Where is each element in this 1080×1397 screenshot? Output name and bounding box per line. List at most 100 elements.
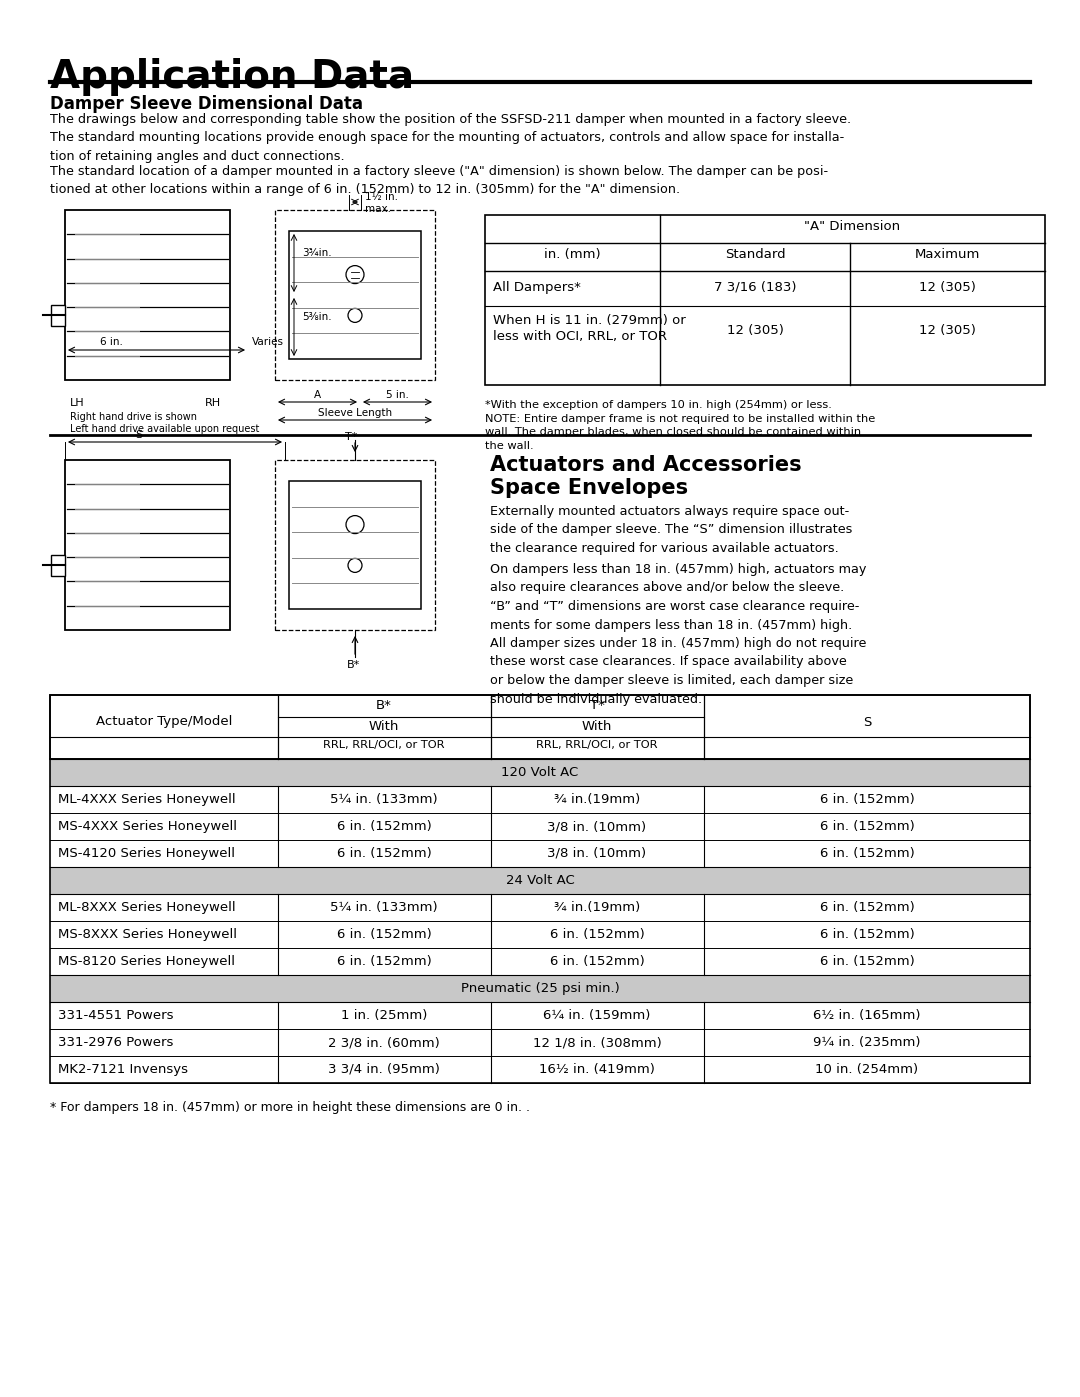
Bar xyxy=(51,305,65,326)
Text: T*: T* xyxy=(345,432,357,441)
Text: On dampers less than 18 in. (457mm) high, actuators may
also require clearances : On dampers less than 18 in. (457mm) high… xyxy=(490,563,866,705)
Circle shape xyxy=(346,265,364,284)
Bar xyxy=(275,460,435,630)
Text: Sleeve Length: Sleeve Length xyxy=(318,408,392,418)
Text: 3 3/4 in. (95mm): 3 3/4 in. (95mm) xyxy=(328,1063,440,1076)
Text: ¾ in.(19mm): ¾ in.(19mm) xyxy=(554,793,640,806)
Text: MS-4120 Series Honeywell: MS-4120 Series Honeywell xyxy=(58,847,235,861)
Text: 1½ in.: 1½ in. xyxy=(365,191,399,203)
Text: RRL, RRL/OCI, or TOR: RRL, RRL/OCI, or TOR xyxy=(323,740,445,750)
Text: 10 in. (254mm): 10 in. (254mm) xyxy=(815,1063,919,1076)
Text: 6 in. (152mm): 6 in. (152mm) xyxy=(337,820,431,833)
Text: The drawings below and corresponding table show the position of the SSFSD-211 da: The drawings below and corresponding tab… xyxy=(50,113,851,163)
Text: 120 Volt AC: 120 Volt AC xyxy=(501,766,579,780)
Bar xyxy=(65,460,230,630)
Text: "A" Dimension: "A" Dimension xyxy=(804,219,900,233)
Text: Left hand drive available upon request: Left hand drive available upon request xyxy=(70,425,259,434)
Text: 9¼ in. (235mm): 9¼ in. (235mm) xyxy=(813,1037,921,1049)
Text: 6 in. (152mm): 6 in. (152mm) xyxy=(337,847,431,861)
Text: Actuators and Accessories: Actuators and Accessories xyxy=(490,455,801,475)
Text: 6 in. (152mm): 6 in. (152mm) xyxy=(820,847,915,861)
Bar xyxy=(485,215,1045,386)
Text: 24 Volt AC: 24 Volt AC xyxy=(505,875,575,887)
Text: Pneumatic (25 psi min.): Pneumatic (25 psi min.) xyxy=(461,982,619,995)
Text: 12 (305): 12 (305) xyxy=(727,324,783,337)
Text: The standard location of a damper mounted in a factory sleeve ("A" dimension) is: The standard location of a damper mounte… xyxy=(50,165,828,197)
Text: 3/8 in. (10mm): 3/8 in. (10mm) xyxy=(548,847,647,861)
Circle shape xyxy=(346,515,364,534)
Text: ¾ in.(19mm): ¾ in.(19mm) xyxy=(554,901,640,914)
Text: 3/8 in. (10mm): 3/8 in. (10mm) xyxy=(548,820,647,833)
Text: T*: T* xyxy=(590,698,605,712)
Text: When H is 11 in. (279mm) or: When H is 11 in. (279mm) or xyxy=(492,314,686,327)
Text: 5⅜in.: 5⅜in. xyxy=(302,313,332,323)
Text: 6¼ in. (159mm): 6¼ in. (159mm) xyxy=(543,1009,650,1023)
Bar xyxy=(51,555,65,576)
Text: Externally mounted actuators always require space out-
side of the damper sleeve: Externally mounted actuators always requ… xyxy=(490,504,852,555)
Text: 331-2976 Powers: 331-2976 Powers xyxy=(58,1037,174,1049)
Text: With: With xyxy=(368,719,400,733)
Text: 6 in. (152mm): 6 in. (152mm) xyxy=(820,793,915,806)
Text: 6 in. (152mm): 6 in. (152mm) xyxy=(337,928,431,942)
Text: 5¼ in. (133mm): 5¼ in. (133mm) xyxy=(330,793,437,806)
Text: 6 in. (152mm): 6 in. (152mm) xyxy=(550,956,645,968)
Circle shape xyxy=(348,309,362,323)
Text: ML-8XXX Series Honeywell: ML-8XXX Series Honeywell xyxy=(58,901,235,914)
Bar xyxy=(50,694,1030,1083)
Text: 6 in. (152mm): 6 in. (152mm) xyxy=(820,901,915,914)
Text: 5 in.: 5 in. xyxy=(386,390,408,400)
Text: 1 in. (25mm): 1 in. (25mm) xyxy=(341,1009,428,1023)
Text: With: With xyxy=(582,719,612,733)
Text: S: S xyxy=(863,715,872,728)
Text: 6 in. (152mm): 6 in. (152mm) xyxy=(337,956,431,968)
Text: Damper Sleeve Dimensional Data: Damper Sleeve Dimensional Data xyxy=(50,95,363,113)
Text: All Dampers*: All Dampers* xyxy=(492,281,581,293)
Text: MS-8120 Series Honeywell: MS-8120 Series Honeywell xyxy=(58,956,235,968)
Text: 6 in. (152mm): 6 in. (152mm) xyxy=(550,928,645,942)
Circle shape xyxy=(348,559,362,573)
Text: 6 in. (152mm): 6 in. (152mm) xyxy=(820,956,915,968)
Text: less with OCI, RRL, or TOR: less with OCI, RRL, or TOR xyxy=(492,330,667,344)
Text: 6½ in. (165mm): 6½ in. (165mm) xyxy=(813,1009,921,1023)
Text: Right hand drive is shown: Right hand drive is shown xyxy=(70,412,197,422)
Text: 12 (305): 12 (305) xyxy=(919,324,975,337)
Bar xyxy=(50,694,1030,759)
Text: LH: LH xyxy=(70,398,84,408)
Bar xyxy=(275,210,435,380)
Text: MS-8XXX Series Honeywell: MS-8XXX Series Honeywell xyxy=(58,928,237,942)
Text: ML-4XXX Series Honeywell: ML-4XXX Series Honeywell xyxy=(58,793,235,806)
Text: Space Envelopes: Space Envelopes xyxy=(490,478,688,497)
Text: RRL, RRL/OCI, or TOR: RRL, RRL/OCI, or TOR xyxy=(537,740,658,750)
Text: 6 in. (152mm): 6 in. (152mm) xyxy=(820,928,915,942)
Text: Maximum: Maximum xyxy=(915,249,980,261)
Bar xyxy=(50,868,1030,894)
Text: MK2-7121 Invensys: MK2-7121 Invensys xyxy=(58,1063,188,1076)
Text: Actuator Type/Model: Actuator Type/Model xyxy=(96,715,232,728)
Text: max.: max. xyxy=(365,204,391,214)
Bar xyxy=(65,210,230,380)
Text: * For dampers 18 in. (457mm) or more in height these dimensions are 0 in. .: * For dampers 18 in. (457mm) or more in … xyxy=(50,1101,530,1113)
Text: *With the exception of dampers 10 in. high (254mm) or less.
NOTE: Entire damper : *With the exception of dampers 10 in. hi… xyxy=(485,400,875,451)
Text: 7 3/16 (183): 7 3/16 (183) xyxy=(714,281,796,293)
Text: 12 1/8 in. (308mm): 12 1/8 in. (308mm) xyxy=(532,1037,661,1049)
Text: 331-4551 Powers: 331-4551 Powers xyxy=(58,1009,174,1023)
Text: 5¼ in. (133mm): 5¼ in. (133mm) xyxy=(330,901,437,914)
Text: B*: B* xyxy=(376,698,392,712)
Text: B*: B* xyxy=(347,659,361,671)
Text: RH: RH xyxy=(205,398,221,408)
Text: 16½ in. (419mm): 16½ in. (419mm) xyxy=(539,1063,654,1076)
Text: 6 in. (152mm): 6 in. (152mm) xyxy=(820,820,915,833)
Text: S: S xyxy=(135,430,143,440)
Text: in. (mm): in. (mm) xyxy=(543,249,600,261)
Text: 2 3/8 in. (60mm): 2 3/8 in. (60mm) xyxy=(328,1037,440,1049)
Bar xyxy=(289,231,421,359)
Bar xyxy=(50,759,1030,787)
Text: Application Data: Application Data xyxy=(50,59,414,96)
Bar xyxy=(289,481,421,609)
Text: 6 in.: 6 in. xyxy=(100,337,123,346)
Text: MS-4XXX Series Honeywell: MS-4XXX Series Honeywell xyxy=(58,820,237,833)
Text: 12 (305): 12 (305) xyxy=(919,281,975,293)
Text: A: A xyxy=(313,390,321,400)
Text: 3¾in.: 3¾in. xyxy=(302,249,332,258)
Bar xyxy=(50,975,1030,1002)
